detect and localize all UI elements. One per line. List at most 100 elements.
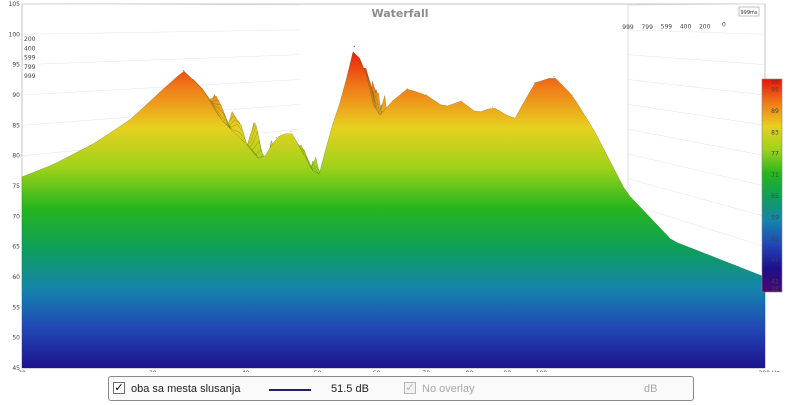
measurement-line-swatch xyxy=(269,389,311,391)
time-tick-label: 200 xyxy=(699,23,711,30)
time-tick-label: 400 xyxy=(680,24,692,31)
y-tick-label: 80 xyxy=(12,153,20,160)
color-scale-label: 53 xyxy=(771,236,779,243)
y-tick-label: 55 xyxy=(12,304,20,311)
spectrum-point xyxy=(513,118,516,120)
time-tick-label-left: 200 xyxy=(24,36,36,43)
spectrum-point xyxy=(93,142,95,145)
spectrum-point xyxy=(460,100,462,102)
x-tick-label: 70 xyxy=(422,370,430,372)
x-tick-label: 20 xyxy=(18,370,26,372)
time-tick-label: 599 xyxy=(661,24,673,31)
spectrum-point xyxy=(52,164,54,166)
spectrum-point xyxy=(182,70,185,72)
grid-line-right xyxy=(627,79,766,96)
grid-line-right xyxy=(627,104,766,126)
y-tick-label: 50 xyxy=(12,335,20,342)
measurement-checkbox[interactable]: ✓ xyxy=(113,382,125,394)
color-scale-label: 41 xyxy=(771,278,779,285)
spectrum-point xyxy=(303,155,306,157)
grid-line-left xyxy=(21,3,301,6)
x-tick-label: 40 xyxy=(242,370,250,372)
y-tick-label: 70 xyxy=(12,213,20,220)
grid-line-right xyxy=(627,153,766,187)
x-axis: 20 30 40 50 60 70 80 90 100 200 Hz xyxy=(18,370,779,372)
spectrum-point xyxy=(317,179,319,181)
spectrum-point xyxy=(275,136,278,139)
chart-title: Waterfall xyxy=(371,7,428,20)
spectrum-point xyxy=(364,70,367,72)
spectrum-point xyxy=(391,100,393,102)
spectrum-point xyxy=(201,88,204,90)
measurement-level: 51.5 dB xyxy=(331,383,369,395)
spectrum-point xyxy=(162,88,165,90)
y-tick-label: 85 xyxy=(12,122,20,129)
measurement-name: oba sa mesta slusanja xyxy=(131,383,241,395)
spectrum-point xyxy=(534,82,536,84)
grid-line-right xyxy=(627,128,766,156)
color-scale-label: 38 xyxy=(771,286,779,293)
spectrum-point xyxy=(375,118,378,120)
time-tick-label: 0 xyxy=(722,21,726,28)
grid-line-left xyxy=(21,54,301,65)
y-axis: 45 50 55 60 65 70 75 80 85 90 95 100 105 xyxy=(9,1,21,372)
spectrum-point xyxy=(329,130,331,132)
spectrum-point xyxy=(553,76,555,78)
overlay-checkbox[interactable]: ✓ xyxy=(404,382,416,394)
color-scale-label: 95 xyxy=(771,87,779,94)
color-scale-label: 59 xyxy=(771,214,779,221)
x-tick-label: 30 xyxy=(149,370,157,372)
x-tick-label: 100 xyxy=(536,370,548,372)
spectrum-point xyxy=(571,94,573,96)
color-scale-label: 89 xyxy=(771,108,779,115)
spectrum-point xyxy=(425,94,427,96)
grid-line-right xyxy=(627,54,766,65)
measurement-legend-bar: ✓ oba sa mesta slusanja 51.5 dB ✓ No ove… xyxy=(108,376,694,401)
waterfall-plot: Waterfall 999ms 45 50 55 60 65 70 75 80 85 90 95 10… xyxy=(8,1,783,372)
y-tick-label: 65 xyxy=(12,244,20,251)
spectrum-point xyxy=(260,161,263,163)
corner-label: 999ms xyxy=(740,10,757,16)
grid-line-left xyxy=(21,79,301,96)
spectrum-point xyxy=(406,88,408,90)
waterfall-slice xyxy=(21,51,766,369)
color-scale-label: 77 xyxy=(771,151,779,158)
spectrum-point xyxy=(443,106,445,108)
color-scale-label: 83 xyxy=(771,129,779,136)
color-scale-gradient xyxy=(761,78,783,293)
y-tick-label: 60 xyxy=(12,274,20,281)
grid-line-right xyxy=(627,3,766,6)
time-tick-label-left: 799 xyxy=(24,64,36,71)
spectrum-point xyxy=(21,176,23,178)
spectrum-point xyxy=(492,106,494,108)
waterfall-slices xyxy=(21,45,766,369)
x-tick-label: 60 xyxy=(373,370,381,372)
color-scale-label: 98 xyxy=(771,79,779,86)
x-tick-label: 80 xyxy=(466,370,474,372)
spectrum-point xyxy=(219,118,222,120)
grid-line-right xyxy=(627,178,766,217)
y-tick-label: 45 xyxy=(12,365,20,372)
grid-line-right xyxy=(627,203,766,247)
time-tick-label-left: 400 xyxy=(24,45,36,52)
spectrum-point xyxy=(671,240,673,242)
spectrum-point xyxy=(245,142,247,145)
y-tick-label: 105 xyxy=(9,1,21,8)
y-tick-label: 75 xyxy=(12,183,20,190)
time-tick-label: 999 xyxy=(622,24,634,31)
y-tick-label: 90 xyxy=(12,92,20,99)
spectrum-point xyxy=(290,130,292,132)
grid-line-left xyxy=(21,29,301,35)
spectrum-point xyxy=(353,45,355,48)
color-scale-label: 71 xyxy=(771,172,779,179)
color-scale-label: 65 xyxy=(771,193,779,200)
x-tick-label: 50 xyxy=(314,370,322,372)
x-end-label: 200 Hz xyxy=(758,370,779,372)
spectrum-point xyxy=(594,130,596,132)
time-tick-label: 799 xyxy=(641,24,653,31)
time-tick-label-left: 999 xyxy=(24,73,36,80)
color-scale-label: 47 xyxy=(771,257,779,264)
overlay-label: No overlay xyxy=(422,383,475,395)
spectrum-point xyxy=(341,94,344,96)
